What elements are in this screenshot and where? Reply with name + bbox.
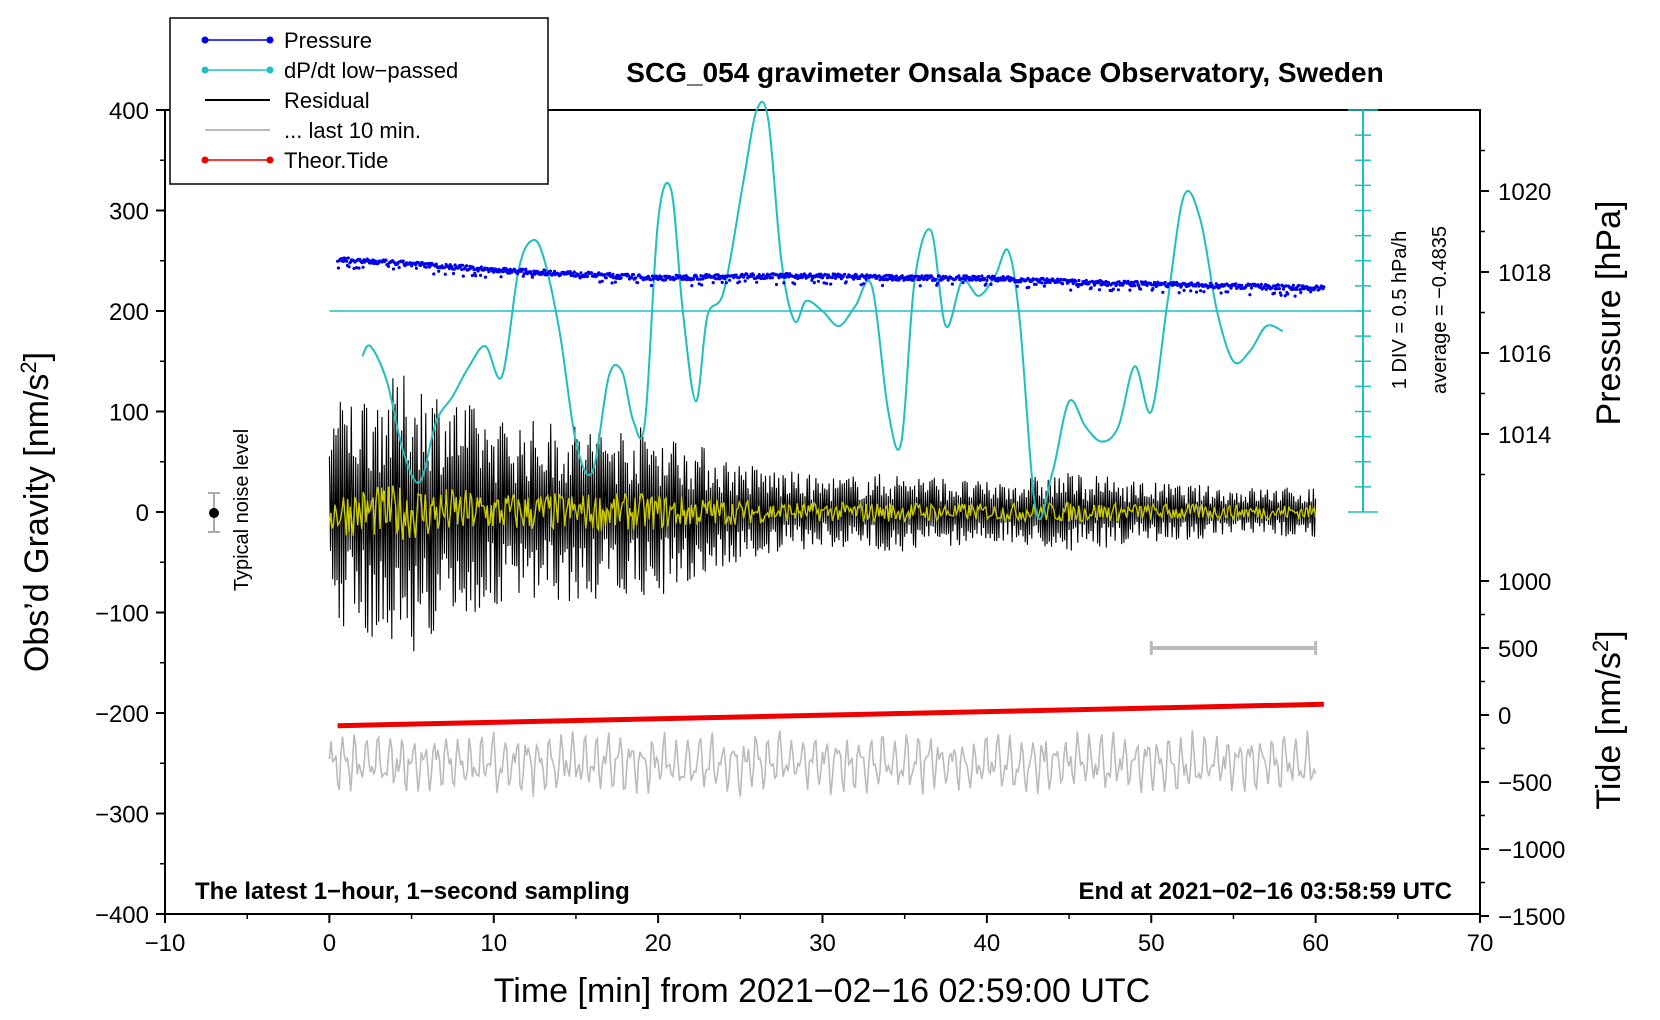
svg-text:Residual: Residual — [284, 88, 370, 113]
pressure-tick-label: 1014 — [1498, 422, 1551, 449]
y-tick-label: −200 — [95, 701, 149, 728]
note-sampling: The latest 1−hour, 1−second sampling — [195, 878, 630, 905]
legend-item-tide: Theor.Tide — [201, 148, 388, 173]
svg-text:Pressure: Pressure — [284, 28, 372, 53]
note-end-time: End at 2021−02−16 03:58:59 UTC — [1078, 878, 1452, 905]
pressure-tick-label: 1016 — [1498, 341, 1551, 368]
tide-tick-label: 500 — [1498, 636, 1538, 663]
y-tick-label: 400 — [109, 98, 149, 125]
y-tick-label: 100 — [109, 400, 149, 427]
x-tick-label: 50 — [1138, 930, 1165, 957]
tide-tick-label: −1500 — [1498, 904, 1565, 931]
dpdt-series — [329, 100, 1363, 521]
pressure-series — [336, 256, 1326, 298]
dpdt-average-label: average = −0.4835 — [1429, 226, 1451, 394]
x-tick-label: −10 — [145, 930, 186, 957]
residual-line — [328, 375, 1317, 652]
y-tick-label: −300 — [95, 802, 149, 829]
legend-item-pressure: Pressure — [201, 28, 372, 53]
residual-series — [328, 375, 1317, 652]
chart-title: SCG_054 gravimeter Onsala Space Observat… — [626, 57, 1383, 88]
chart-annotations — [1149, 641, 1318, 655]
tide-tick-label: 0 — [1498, 703, 1511, 730]
x-tick-label: 40 — [974, 930, 1001, 957]
x-axis-title: Time [min] from 2021−02−16 02:59:00 UTC — [494, 972, 1150, 1010]
last-10-min-series — [328, 730, 1317, 797]
y-axis-tide: 1000 500 0 −500 −1000 −1500 — [1480, 569, 1565, 931]
y-tick-label: −400 — [95, 902, 149, 929]
svg-text:... last 10 min.: ... last 10 min. — [284, 118, 421, 143]
tide-tick-label: −1000 — [1498, 837, 1565, 864]
y-tick-label: 200 — [109, 299, 149, 326]
last-10-min-line — [328, 730, 1317, 797]
y-axis-pressure-title: Pressure [hPa] — [1590, 201, 1628, 426]
dpdt-scale-bar — [1348, 109, 1378, 513]
legend: Pressure dP/dt low−passed Residual ... l… — [169, 17, 549, 185]
x-tick-label: 20 — [645, 930, 672, 957]
y-tick-label: 0 — [136, 500, 149, 527]
dpdt-line — [361, 100, 1284, 521]
svg-text:dP/dt low−passed: dP/dt low−passed — [284, 58, 458, 83]
filtered-residual-line — [328, 485, 1317, 540]
filtered-residual-series — [328, 485, 1317, 540]
svg-text:Theor.Tide: Theor.Tide — [284, 148, 388, 173]
y-tick-label: 300 — [109, 199, 149, 226]
tide-tick-label: 1000 — [1498, 569, 1551, 596]
noise-level-marker — [208, 492, 220, 533]
tide-series — [337, 701, 1324, 729]
pressure-tick-label: 1018 — [1498, 260, 1551, 287]
x-tick-label: 10 — [480, 930, 507, 957]
dpdt-div-label: 1 DIV = 0.5 hPa/h — [1389, 231, 1411, 389]
x-tick-label: 0 — [323, 930, 336, 957]
x-tick-label: 30 — [809, 930, 836, 957]
y-axis-left-title: Obs’d Gravity [nm/s2] — [16, 352, 56, 672]
pressure-tick-label: 1020 — [1498, 179, 1551, 206]
x-tick-label: 60 — [1302, 930, 1329, 957]
x-tick-label: 70 — [1467, 930, 1494, 957]
tide-line — [337, 701, 1324, 729]
y-axis-tide-title: Tide [nm/s2] — [1588, 630, 1628, 809]
y-axis-left: 400 300 200 100 0 −100 −200 −300 −400 — [95, 98, 165, 929]
noise-level-label: Typical noise level — [231, 429, 253, 591]
legend-item-last10: ... last 10 min. — [205, 118, 421, 143]
legend-item-residual: Residual — [205, 88, 370, 113]
x-axis: −10 0 10 20 30 40 50 60 70 — [145, 914, 1494, 957]
tide-tick-label: −500 — [1498, 770, 1552, 797]
y-axis-pressure: 1020 1018 1016 1014 — [1480, 149, 1551, 476]
legend-item-dpdt: dP/dt low−passed — [201, 58, 458, 83]
y-tick-label: −100 — [95, 601, 149, 628]
pressure-dots — [336, 256, 1326, 298]
